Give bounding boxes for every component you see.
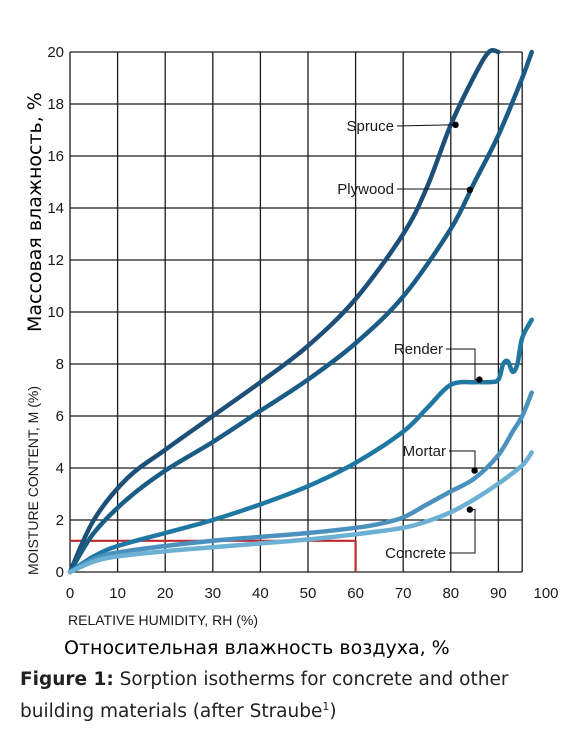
chart-grid — [69, 51, 523, 573]
chart-series-lines — [67, 48, 534, 575]
x-tick-label-80: 80 — [442, 585, 459, 602]
y-tick-label-18: 18 — [47, 96, 64, 113]
series-line-concrete — [67, 450, 534, 575]
x-tick-label-10: 10 — [109, 585, 126, 602]
callout-dot-spruce — [452, 121, 459, 128]
y-tick-label-4: 4 — [56, 460, 64, 477]
series-line-plywood — [67, 49, 534, 575]
x-axis-label-ru: Относительная влажность воздуха, % — [64, 637, 450, 659]
x-tick-label-70: 70 — [395, 585, 412, 602]
x-tick-label-30: 30 — [204, 585, 221, 602]
x-tick-label-50: 50 — [300, 585, 317, 602]
figure-caption: Figure 1: Sorption isotherms for concret… — [20, 666, 570, 725]
x-axis-label: RELATIVE HUMIDITY, RH (%) — [68, 612, 258, 628]
callout-leader-spruce — [396, 124, 456, 127]
caption-suffix: ) — [329, 701, 337, 723]
callout-label-concrete: Concrete — [385, 545, 446, 562]
y-tick-label-6: 6 — [56, 408, 64, 425]
y-tick-label-16: 16 — [47, 148, 64, 165]
callout-label-plywood: Plywood — [337, 181, 394, 198]
callout-dot-plywood — [466, 186, 474, 193]
callout-leader-concrete — [449, 509, 476, 554]
series-line-render — [67, 317, 534, 575]
caption-superscript: 1 — [322, 700, 330, 713]
y-tick-label-10: 10 — [47, 304, 64, 321]
series-callouts: Spruce Plywood Render Mortar Concrete — [337, 118, 483, 562]
y-tick-label-2: 2 — [56, 512, 64, 529]
x-tick-label-20: 20 — [157, 585, 174, 602]
y-axis-label: MOISTURE CONTENT, M (%) — [25, 386, 41, 575]
y-tick-label-12: 12 — [47, 252, 64, 269]
callout-label-mortar: Mortar — [403, 443, 446, 460]
callout-dot-mortar — [471, 467, 478, 474]
y-axis-label-ru: Массовая влажность, % — [24, 92, 46, 332]
y-tick-label-20: 20 — [47, 44, 64, 61]
y-tick-label-14: 14 — [47, 200, 64, 217]
x-tick-label-0: 0 — [66, 585, 74, 602]
y-tick-label-8: 8 — [56, 356, 64, 373]
series-line-spruce — [67, 48, 501, 575]
x-tick-label-60: 60 — [347, 585, 364, 602]
x-tick-label-40: 40 — [252, 585, 269, 602]
callout-label-render: Render — [394, 341, 443, 358]
callout-label-spruce: Spruce — [346, 118, 394, 135]
tick-labels: 0 10 20 30 40 50 60 70 80 90 100 0 2 4 6 8 10 12 14 16 18 20 — [47, 44, 558, 602]
callout-dot-render — [476, 376, 483, 383]
x-tick-label-90: 90 — [490, 585, 507, 602]
caption-prefix: Figure 1: — [20, 669, 114, 690]
caption-text: Sorption isotherms for concrete and othe… — [20, 669, 509, 723]
y-tick-label-0: 0 — [56, 564, 64, 581]
series-line-mortar — [67, 390, 534, 575]
x-tick-label-100: 100 — [533, 585, 558, 602]
callout-leader-plywood — [397, 188, 473, 191]
callout-dot-concrete — [466, 506, 474, 513]
